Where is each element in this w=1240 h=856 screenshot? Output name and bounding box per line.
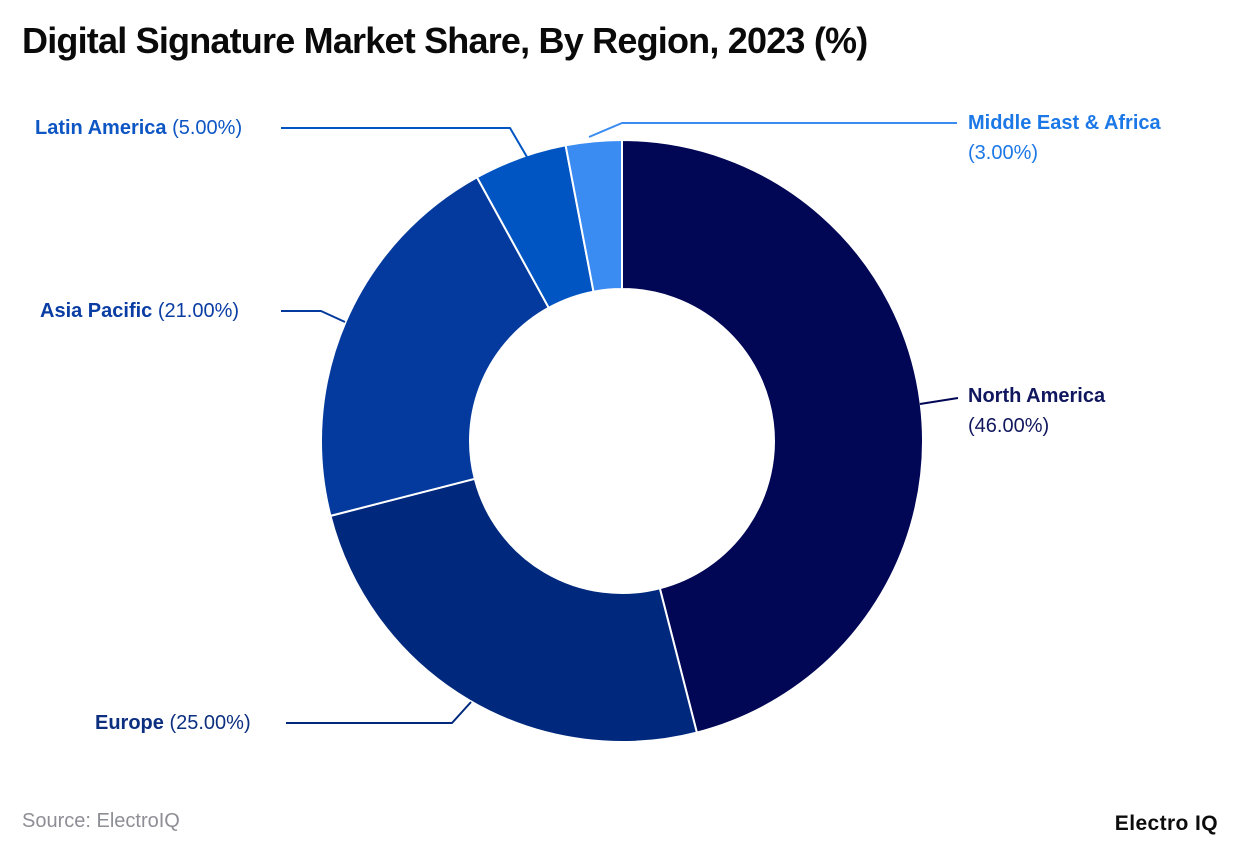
slice-europe [329, 477, 699, 743]
source-text: Source: ElectroIQ [22, 810, 180, 832]
slice-label-name: Middle East & Africa [968, 112, 1161, 134]
leader-line-latin-america [281, 127, 528, 158]
page-title: Digital Signature Market Share, By Regio… [22, 20, 868, 61]
slice-label-north-america: North America (46.00%) [968, 381, 1105, 441]
slice-label-name: Europe [95, 712, 164, 734]
slice-label-pct: (25.00%) [169, 712, 251, 734]
slice-north-america [621, 138, 924, 734]
slice-label-pct: (5.00%) [172, 117, 243, 139]
leader-line-middle-east-africa [588, 122, 957, 138]
slice-label-latin-america: Latin America (5.00%) [35, 113, 242, 143]
leader-line-europe [286, 701, 472, 724]
slice-label-name: Latin America [35, 117, 167, 139]
brand-logo: Electro IQ [1114, 812, 1218, 835]
slice-label-middle-east-africa: Middle East & Africa (3.00%) [968, 108, 1161, 168]
slice-label-pct: (21.00%) [157, 300, 240, 322]
slice-asia-pacific [320, 175, 551, 518]
donut-slices [320, 138, 924, 743]
slice-label-pct: (46.00%) [968, 415, 1050, 437]
leader-line-asia-pacific [281, 310, 346, 323]
slice-label-name: Asia Pacific [40, 300, 153, 322]
slice-label-europe: Europe (25.00%) [95, 708, 251, 738]
leader-line-north-america [919, 397, 959, 405]
slice-label-asia-pacific: Asia Pacific (21.00%) [40, 296, 239, 326]
slice-label-name: North America [968, 385, 1106, 407]
slice-middle-east-africa [564, 138, 623, 293]
slice-label-pct: (3.00%) [968, 142, 1039, 164]
